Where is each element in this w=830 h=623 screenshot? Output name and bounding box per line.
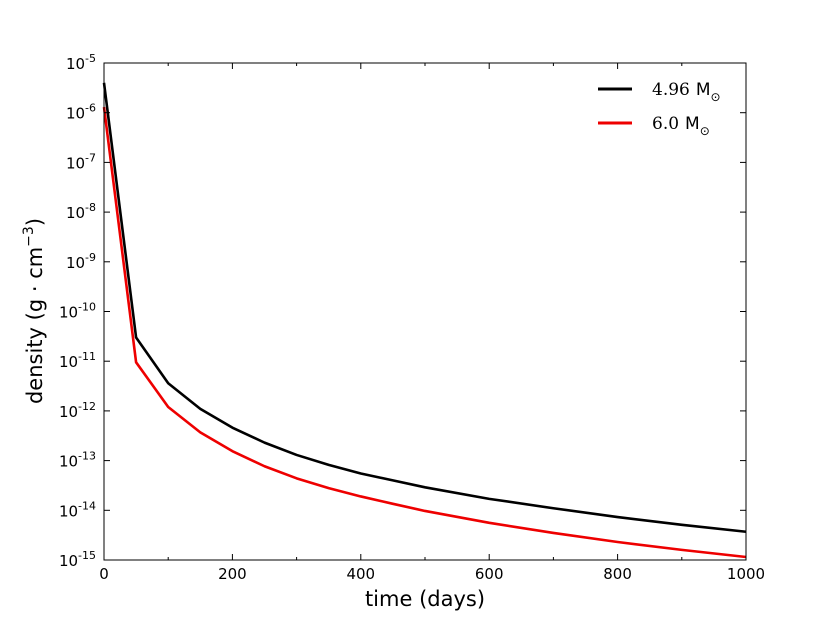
y-tick-label: 10-12 [59, 400, 96, 421]
y-tick-label: 10-5 [66, 52, 96, 73]
legend-label-series-1-value: 4.96 [652, 80, 690, 100]
y-tick-label-base: 10 [59, 403, 78, 421]
y-tick-label: 10-9 [66, 251, 96, 272]
y-tick-label-exponent: -12 [78, 400, 96, 413]
x-tick-label: 400 [346, 565, 375, 583]
y-tick-label-base: 10 [66, 154, 85, 172]
y-tick-label-exponent: -5 [85, 52, 96, 65]
series-layer [102, 82, 747, 559]
tick-layer: 0 200 400 600 800 100010-1510-1410-1310-1210-… [59, 52, 765, 583]
series-line-2 [102, 106, 747, 559]
y-tick-label: 10-13 [59, 450, 96, 471]
y-tick-label: 10-6 [66, 102, 96, 123]
legend-label-series-2-sub: ⊙ [700, 124, 710, 138]
legend: 4.96 M⊙ 6.0 M⊙ [598, 80, 721, 138]
y-tick-label-base: 10 [59, 353, 78, 371]
legend-label-series-2-unit: M [685, 114, 700, 134]
y-tick-label: 10-10 [59, 301, 96, 322]
y-tick-label: 10-8 [66, 201, 96, 222]
y-tick-label-exponent: -6 [85, 102, 96, 115]
y-tick-label: 10-11 [59, 350, 96, 371]
y-tick-label-base: 10 [66, 254, 85, 272]
legend-label-series-2: 6.0 M⊙ [652, 114, 710, 138]
y-tick-label-exponent: -10 [78, 301, 96, 314]
x-axis-title: time (days) [365, 587, 485, 611]
x-tick-label: 600 [475, 565, 504, 583]
x-tick-label: 1000 [727, 565, 765, 583]
legend-label-series-1-sub: ⊙ [711, 90, 721, 104]
y-tick-label-exponent: -8 [85, 201, 96, 214]
y-tick-label-base: 10 [66, 105, 85, 123]
x-tick-label: 0 [99, 565, 109, 583]
y-tick-label-exponent: -14 [78, 499, 96, 512]
series-line-1 [102, 82, 747, 534]
y-axis-title: density (g · cm−3) [21, 218, 47, 404]
y-axis-title-suffix: ) [23, 218, 47, 226]
y-axis-title-main: density (g · cm [23, 247, 47, 404]
y-tick-label-base: 10 [59, 502, 78, 520]
y-tick-label-exponent: -7 [85, 151, 96, 164]
y-tick-label-base: 10 [59, 453, 78, 471]
y-tick-label-base: 10 [66, 204, 85, 222]
x-tick-label: 800 [603, 565, 632, 583]
y-tick-label: 10-7 [66, 151, 96, 172]
y-tick-label-exponent: -9 [85, 251, 96, 264]
x-tick-label: 200 [218, 565, 247, 583]
y-tick-label-exponent: -13 [78, 450, 96, 463]
y-tick-label-exponent: -11 [78, 350, 96, 363]
y-tick-label-base: 10 [66, 55, 85, 73]
legend-label-series-2-value: 6.0 [652, 114, 679, 134]
y-tick-label-exponent: -15 [78, 549, 96, 562]
y-tick-label-base: 10 [59, 552, 78, 570]
y-tick-label: 10-15 [59, 549, 96, 570]
y-axis-title-exponent: −3 [21, 226, 37, 247]
y-tick-label-base: 10 [59, 304, 78, 322]
y-tick-label: 10-14 [59, 499, 96, 520]
legend-label-series-1-unit: M [696, 80, 711, 100]
plot-frame [103, 62, 747, 561]
legend-label-series-1: 4.96 M⊙ [652, 80, 721, 104]
